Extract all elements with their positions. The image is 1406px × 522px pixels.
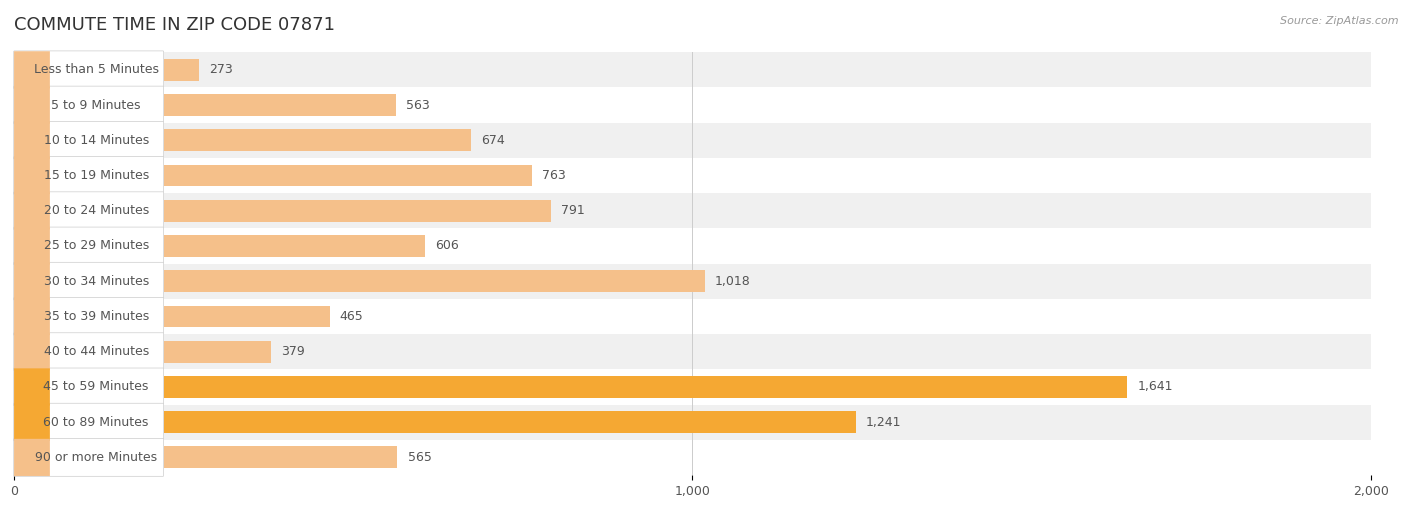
FancyBboxPatch shape (14, 192, 49, 229)
Bar (14, 164, 531, 186)
Text: 30 to 34 Minutes: 30 to 34 Minutes (44, 275, 149, 288)
Text: 35 to 39 Minutes: 35 to 39 Minutes (44, 310, 149, 323)
FancyBboxPatch shape (14, 228, 163, 265)
FancyBboxPatch shape (14, 298, 163, 335)
Text: 465: 465 (340, 310, 363, 323)
Text: 60 to 89 Minutes: 60 to 89 Minutes (44, 416, 149, 429)
FancyBboxPatch shape (14, 298, 49, 335)
Text: 1,018: 1,018 (714, 275, 751, 288)
FancyBboxPatch shape (14, 333, 163, 370)
Text: 40 to 44 Minutes: 40 to 44 Minutes (44, 345, 149, 358)
Bar (14, 370, 1371, 405)
Bar (14, 334, 1371, 370)
FancyBboxPatch shape (14, 122, 49, 159)
Bar (14, 446, 398, 468)
Text: 791: 791 (561, 204, 585, 217)
Bar (14, 94, 396, 116)
Bar (14, 52, 1371, 88)
Bar (14, 341, 271, 363)
Bar (14, 59, 200, 81)
Bar (14, 158, 1371, 193)
FancyBboxPatch shape (14, 263, 49, 300)
Text: 606: 606 (436, 240, 460, 253)
Text: 565: 565 (408, 451, 432, 464)
Bar (14, 200, 551, 222)
FancyBboxPatch shape (14, 439, 49, 476)
Text: Less than 5 Minutes: Less than 5 Minutes (34, 63, 159, 76)
Text: 10 to 14 Minutes: 10 to 14 Minutes (44, 134, 149, 147)
FancyBboxPatch shape (14, 87, 49, 124)
Bar (14, 193, 1371, 229)
FancyBboxPatch shape (14, 333, 49, 370)
Text: COMMUTE TIME IN ZIP CODE 07871: COMMUTE TIME IN ZIP CODE 07871 (14, 16, 335, 33)
FancyBboxPatch shape (14, 404, 163, 441)
Bar (14, 305, 329, 327)
FancyBboxPatch shape (14, 263, 163, 300)
FancyBboxPatch shape (14, 369, 49, 406)
FancyBboxPatch shape (14, 369, 163, 406)
Text: 563: 563 (406, 99, 430, 112)
Bar (14, 270, 704, 292)
Text: 15 to 19 Minutes: 15 to 19 Minutes (44, 169, 149, 182)
Text: 763: 763 (541, 169, 565, 182)
FancyBboxPatch shape (14, 87, 163, 124)
FancyBboxPatch shape (14, 228, 49, 265)
Text: 1,241: 1,241 (866, 416, 901, 429)
Bar (14, 264, 1371, 299)
FancyBboxPatch shape (14, 122, 163, 159)
Text: 20 to 24 Minutes: 20 to 24 Minutes (44, 204, 149, 217)
Text: 379: 379 (281, 345, 305, 358)
Text: 5 to 9 Minutes: 5 to 9 Minutes (52, 99, 141, 112)
Bar (14, 88, 1371, 123)
Text: 45 to 59 Minutes: 45 to 59 Minutes (44, 381, 149, 394)
Text: 25 to 29 Minutes: 25 to 29 Minutes (44, 240, 149, 253)
Text: Source: ZipAtlas.com: Source: ZipAtlas.com (1281, 16, 1399, 26)
Bar (14, 440, 1371, 475)
FancyBboxPatch shape (14, 439, 163, 476)
Bar (14, 376, 1128, 398)
Text: 90 or more Minutes: 90 or more Minutes (35, 451, 157, 464)
Text: 674: 674 (481, 134, 505, 147)
Bar (14, 129, 471, 151)
FancyBboxPatch shape (14, 157, 163, 194)
Bar (14, 229, 1371, 264)
FancyBboxPatch shape (14, 51, 163, 88)
Bar (14, 411, 856, 433)
Bar (14, 235, 425, 257)
Text: 1,641: 1,641 (1137, 381, 1173, 394)
FancyBboxPatch shape (14, 192, 163, 229)
FancyBboxPatch shape (14, 51, 49, 88)
FancyBboxPatch shape (14, 157, 49, 194)
Bar (14, 123, 1371, 158)
FancyBboxPatch shape (14, 404, 49, 441)
Bar (14, 405, 1371, 440)
Bar (14, 299, 1371, 334)
Text: 273: 273 (209, 63, 233, 76)
